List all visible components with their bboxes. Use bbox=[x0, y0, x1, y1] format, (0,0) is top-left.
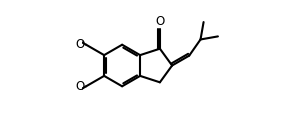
Text: O: O bbox=[155, 15, 165, 28]
Text: O: O bbox=[75, 80, 85, 93]
Text: O: O bbox=[75, 38, 85, 51]
